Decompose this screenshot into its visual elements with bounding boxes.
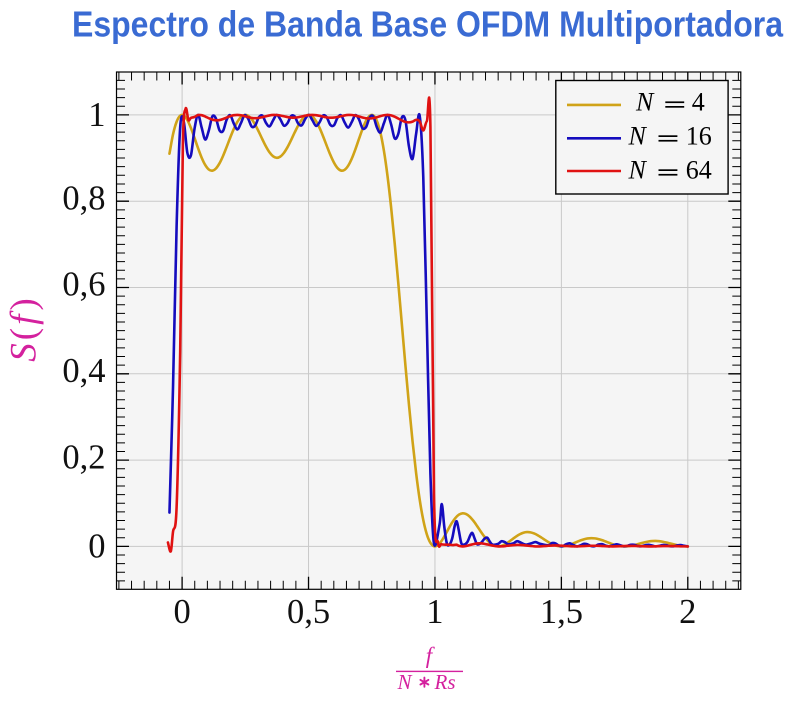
svg-text:N: N [628,156,648,185]
svg-text:2: 2 [679,593,696,631]
svg-text:Espectro de Banda Base OFDM Mu: Espectro de Banda Base OFDM Multiportado… [72,3,784,44]
svg-text:1: 1 [88,96,105,134]
svg-text:N: N [635,88,655,117]
svg-text:0,6: 0,6 [62,266,105,304]
svg-text:0: 0 [88,528,105,566]
svg-text:0,4: 0,4 [62,352,105,390]
svg-text:0,8: 0,8 [62,179,105,217]
svg-text:64: 64 [686,156,712,185]
svg-text:4: 4 [692,88,705,117]
svg-text:1,5: 1,5 [540,593,583,631]
svg-text:f: f [426,643,436,668]
svg-text:16: 16 [686,122,712,151]
svg-text:N: N [628,122,648,151]
svg-text:1: 1 [426,593,443,631]
svg-text:N: N [397,670,413,694]
svg-text:Rs: Rs [434,670,456,694]
svg-text:0,5: 0,5 [287,593,330,631]
svg-text:0,2: 0,2 [62,438,105,476]
svg-text:0: 0 [173,593,190,631]
svg-text:S(f): S(f) [4,298,45,361]
